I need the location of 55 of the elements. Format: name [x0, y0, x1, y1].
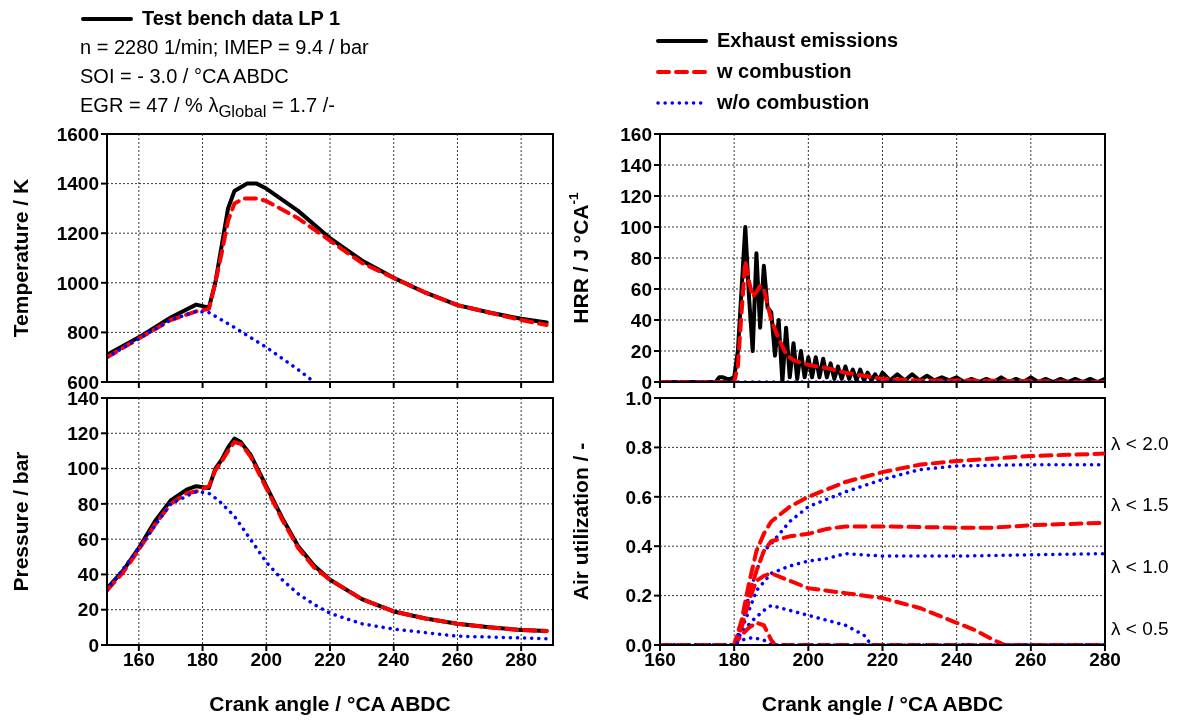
x-axis-title: Crank angle / °CA ABDC: [209, 692, 451, 715]
y-tick-label: 20: [630, 340, 652, 362]
x-tick-label: 220: [866, 649, 899, 671]
y-axis-title: Air utilization / -: [568, 442, 592, 601]
y-tick-label: 1000: [56, 272, 99, 294]
y-tick-label: 0.8: [625, 437, 652, 459]
legend-label: w combustion: [717, 60, 852, 83]
y-tick-label: 120: [67, 423, 99, 445]
y-tick-label: 100: [620, 216, 652, 238]
x-tick-label: 200: [250, 649, 283, 671]
y-axis-title: Pressure / bar: [8, 451, 32, 592]
x-tick-label: 240: [377, 649, 410, 671]
x-tick-label: 200: [792, 649, 825, 671]
y-tick-label: 0: [641, 371, 652, 393]
x-tick-label: 260: [1014, 649, 1047, 671]
legend-label: Test bench data LP 1: [142, 7, 341, 30]
y-tick-label: 0: [88, 634, 99, 656]
text: n = 2280 1/min; IMEP = 9.4 / bar: [80, 35, 369, 60]
text: EGR = 47 / % λ$_{Global}$ = 1.7 /-: [80, 93, 336, 121]
y-tick-label: 600: [67, 371, 99, 393]
legend-label: w/o combustion: [717, 91, 870, 114]
text: SOI = - 3.0 / °CA ABDC: [80, 64, 290, 89]
x-tick-label: 180: [718, 649, 751, 671]
y-tick-label: 80: [77, 493, 99, 515]
legend-label: Exhaust emissions: [717, 29, 899, 52]
y-tick-label: 1200: [56, 222, 99, 244]
y-tick-label: 40: [630, 309, 652, 331]
y-tick-label: 100: [67, 458, 99, 480]
y-tick-label: 0.2: [625, 585, 652, 607]
y-tick-label: 800: [67, 322, 99, 344]
y-tick-label: 120: [620, 185, 652, 207]
x-tick-label: 160: [123, 649, 155, 671]
y-tick-label: 140: [620, 154, 652, 176]
y-tick-label: 160: [620, 123, 652, 145]
x-tick-label: 260: [441, 649, 474, 671]
x-tick-label: 280: [1089, 649, 1121, 671]
y-tick-label: 80: [630, 247, 652, 269]
y-tick-label: 20: [77, 599, 99, 621]
x-axis-title: Crank angle / °CA ABDC: [761, 692, 1004, 715]
text: λ < 1.5: [1111, 494, 1169, 517]
y-tick-label: 1400: [56, 173, 99, 195]
text: λ < 2.0: [1111, 432, 1169, 455]
x-tick-label: 280: [505, 649, 537, 671]
y-tick-label: 60: [630, 278, 652, 300]
y-tick-label: 0.6: [625, 486, 652, 508]
y-tick-label: 60: [77, 528, 99, 550]
text: λ < 0.5: [1111, 618, 1169, 641]
x-tick-label: 180: [186, 649, 219, 671]
x-tick-label: 220: [314, 649, 346, 671]
y-axis-title: Temperature / K: [8, 178, 32, 338]
y-tick-label: 0.4: [625, 535, 653, 557]
x-tick-label: 240: [940, 649, 973, 671]
y-tick-label: 1600: [56, 123, 99, 145]
text: λ < 1.0: [1111, 556, 1169, 579]
y-tick-label: 40: [77, 564, 99, 586]
